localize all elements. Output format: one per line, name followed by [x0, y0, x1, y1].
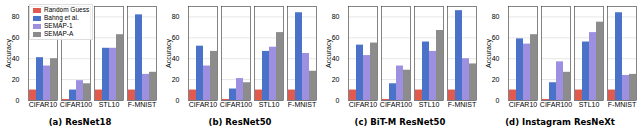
svg-text:80: 80	[172, 13, 180, 20]
svg-text:40: 40	[12, 55, 20, 62]
svg-text:0: 0	[336, 97, 340, 104]
html-text:Bahng et al.: Bahng et al.	[44, 14, 79, 21]
svg-text:60: 60	[332, 34, 340, 41]
svg-text:40: 40	[172, 55, 180, 62]
svg-text:60: 60	[172, 34, 180, 41]
svg-text:0: 0	[176, 97, 180, 104]
svg-text:Accuracy: Accuracy	[165, 39, 173, 68]
svg-text:80: 80	[492, 13, 500, 20]
svg-text:STL10: STL10	[579, 101, 600, 108]
html-text:SEMAP-1: SEMAP-1	[44, 22, 73, 29]
svg-text:CIFAR100: CIFAR100	[540, 101, 572, 108]
html-text:Random Guess: Random Guess	[44, 6, 90, 13]
svg-text:0: 0	[496, 97, 500, 104]
svg-text:60: 60	[12, 34, 20, 41]
svg-text:STL10: STL10	[419, 101, 440, 108]
svg-text:20: 20	[492, 76, 500, 83]
svg-text:80: 80	[12, 13, 20, 20]
svg-text:STL10: STL10	[99, 101, 120, 108]
svg-text:CIFAR10: CIFAR10	[29, 101, 58, 108]
svg-text:0: 0	[16, 97, 20, 104]
svg-text:CIFAR100: CIFAR100	[60, 101, 92, 108]
svg-text:F-MNIST: F-MNIST	[288, 101, 317, 108]
svg-text:CIFAR100: CIFAR100	[380, 101, 412, 108]
svg-text:F-MNIST: F-MNIST	[448, 101, 477, 108]
html-text:(c) BiT-M ResNet50: (c) BiT-M ResNet50	[354, 117, 446, 127]
svg-text:Accuracy: Accuracy	[485, 39, 493, 68]
html-text:(b) ResNet50: (b) ResNet50	[208, 117, 272, 127]
html-text:(a) ResNet18: (a) ResNet18	[48, 117, 112, 127]
svg-text:Accuracy: Accuracy	[325, 39, 333, 68]
html-text:(d) Instagram ResNeXt: (d) Instagram ResNeXt	[505, 117, 615, 127]
svg-text:STL10: STL10	[259, 101, 280, 108]
svg-text:60: 60	[492, 34, 500, 41]
svg-text:F-MNIST: F-MNIST	[608, 101, 637, 108]
svg-text:80: 80	[332, 13, 340, 20]
svg-text:20: 20	[12, 76, 20, 83]
svg-text:F-MNIST: F-MNIST	[128, 101, 157, 108]
svg-text:40: 40	[492, 55, 500, 62]
svg-text:CIFAR10: CIFAR10	[509, 101, 538, 108]
svg-text:20: 20	[172, 76, 180, 83]
svg-text:CIFAR10: CIFAR10	[349, 101, 378, 108]
svg-text:Accuracy: Accuracy	[5, 39, 13, 68]
svg-text:CIFAR100: CIFAR100	[220, 101, 252, 108]
svg-text:CIFAR10: CIFAR10	[189, 101, 218, 108]
html-text:SEMAP-A: SEMAP-A	[44, 30, 74, 37]
svg-text:20: 20	[332, 76, 340, 83]
svg-text:40: 40	[332, 55, 340, 62]
